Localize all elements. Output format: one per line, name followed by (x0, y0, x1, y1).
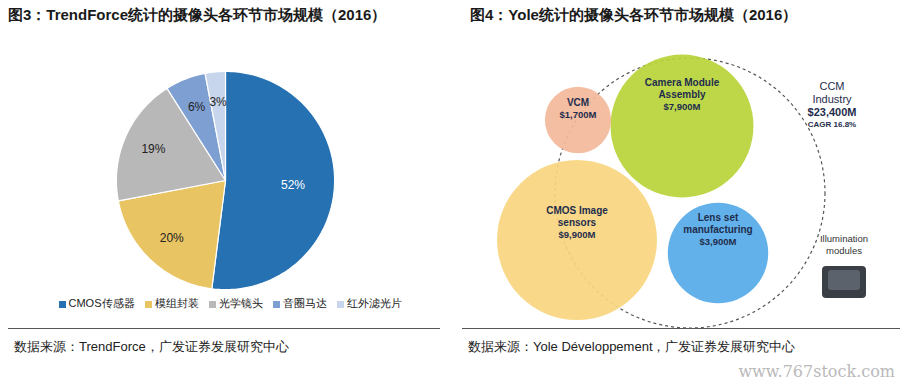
svg-text:VCM: VCM (567, 97, 589, 108)
svg-text:modules: modules (826, 245, 862, 256)
html-text:图3：TrendForce统计的摄像头各环节市场规模（201: 图3：TrendForce统计的摄像头各环节市场规模（2016） (8, 6, 387, 23)
svg-text:CCM: CCM (819, 80, 844, 92)
html-text:www.767stock.com: www.767stock.com (738, 362, 895, 381)
svg-text:$9,900M: $9,900M (559, 229, 596, 240)
svg-text:19%: 19% (141, 142, 165, 156)
svg-text:Illumination: Illumination (820, 233, 868, 244)
svg-text:$1,700M: $1,700M (560, 109, 597, 120)
svg-text:$23,400M: $23,400M (808, 106, 857, 118)
svg-text:20%: 20% (160, 231, 184, 245)
html-text:CMOS传感器: CMOS传感器 (68, 297, 135, 309)
svg-text:3%: 3% (209, 95, 227, 109)
svg-text:52%: 52% (281, 178, 305, 192)
html-text:数据来源：TrendForce，广发证券发展研究中心: 数据来源：TrendForce，广发证券发展研究中心 (14, 339, 289, 354)
svg-text:CAGR 16.8%: CAGR 16.8% (808, 120, 856, 129)
svg-text:Lens set: Lens set (698, 212, 739, 223)
html-text:数据来源：Yole Développement，广发证券发展: 数据来源：Yole Développement，广发证券发展研究中心 (468, 339, 796, 354)
html-text:图4：Yole统计的摄像头各环节市场规模（2016）: 图4：Yole统计的摄像头各环节市场规模（2016） (470, 6, 798, 23)
html-text:光学镜头: 光学镜头 (218, 297, 263, 309)
svg-text:$3,900M: $3,900M (700, 236, 737, 247)
svg-text:Industry: Industry (812, 93, 852, 105)
svg-text:sensors: sensors (558, 217, 597, 228)
svg-text:Assembly: Assembly (658, 89, 706, 100)
svg-text:manufacturing: manufacturing (683, 224, 752, 235)
svg-text:6%: 6% (188, 100, 206, 114)
html-text:红外滤光片: 红外滤光片 (346, 297, 402, 309)
html-text:模组封装: 模组封装 (154, 297, 199, 309)
svg-text:CMOS Image: CMOS Image (546, 205, 608, 216)
svg-text:Camera Module: Camera Module (645, 77, 720, 88)
svg-text:$7,900M: $7,900M (664, 101, 701, 112)
html-text:音圈马达: 音圈马达 (282, 297, 327, 309)
